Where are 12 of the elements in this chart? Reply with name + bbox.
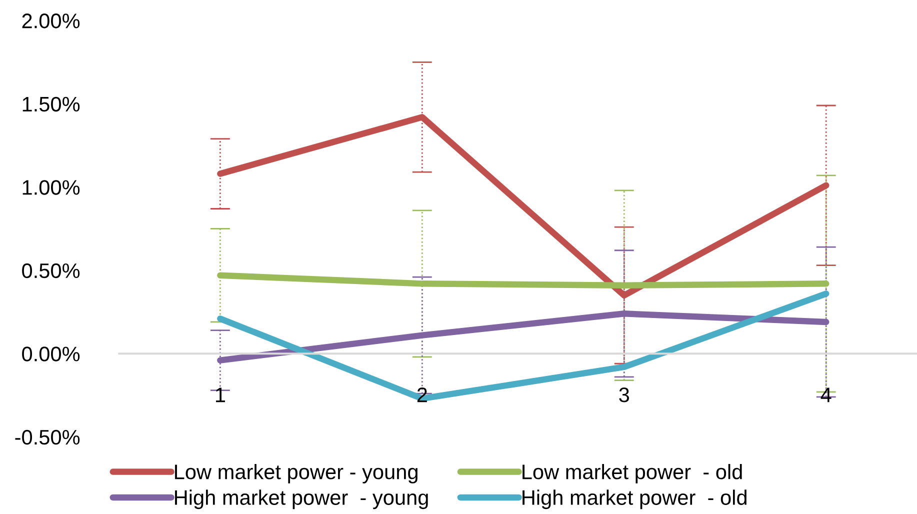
y-tick-label: 0.50% — [22, 263, 80, 278]
legend-label: High market power - young — [175, 490, 428, 510]
legend-label: High market power - old — [522, 490, 746, 510]
y-tick-label: 2.00% — [22, 14, 80, 28]
legend-label: Low market power - old — [522, 464, 742, 484]
x-tick-label: 1 — [216, 388, 225, 402]
y-tick-label: 1.50% — [22, 96, 80, 112]
x-tick-label: 3 — [619, 388, 630, 402]
y-tick-label: 0.00% — [22, 346, 80, 362]
legend-label: Low market power - young — [175, 464, 418, 484]
y-tick-label: -0.50% — [15, 430, 80, 445]
y-tick-label: 1.00% — [22, 180, 80, 195]
